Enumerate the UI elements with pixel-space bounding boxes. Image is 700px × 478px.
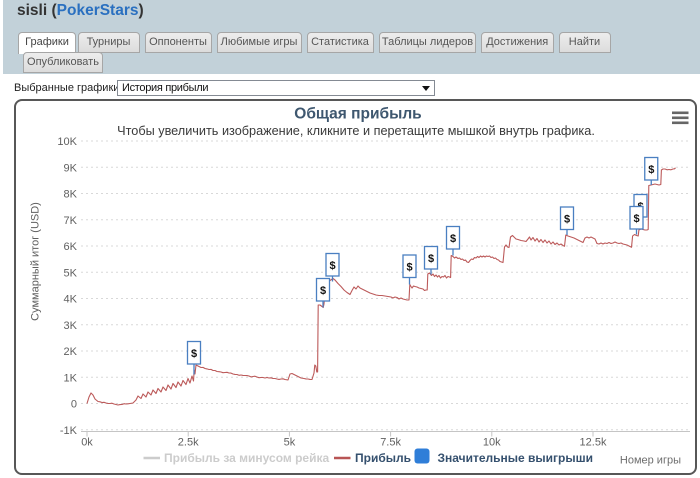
svg-text:$: $ — [648, 164, 654, 176]
svg-text:0k: 0k — [81, 436, 93, 448]
svg-text:10K: 10K — [57, 136, 77, 148]
svg-text:7.5k: 7.5k — [380, 436, 401, 448]
svg-text:$: $ — [329, 260, 335, 272]
svg-text:Суммарный итог (USD): Суммарный итог (USD) — [30, 202, 42, 321]
svg-text:$: $ — [450, 233, 456, 245]
svg-text:12.5k: 12.5k — [580, 436, 607, 448]
svg-text:9K: 9K — [64, 162, 78, 174]
svg-text:2K: 2K — [64, 346, 78, 358]
svg-text:Номер игры: Номер игры — [620, 454, 681, 466]
svg-text:8K: 8K — [64, 188, 78, 200]
svg-text:5k: 5k — [284, 436, 296, 448]
svg-text:7K: 7K — [64, 214, 78, 226]
svg-text:$: $ — [320, 285, 326, 297]
svg-text:0: 0 — [71, 398, 77, 410]
svg-text:10k: 10k — [483, 436, 501, 448]
svg-text:$: $ — [428, 253, 434, 265]
svg-text:4K: 4K — [64, 293, 78, 305]
svg-text:$: $ — [191, 348, 197, 360]
svg-text:$: $ — [564, 213, 570, 225]
svg-text:-1K: -1K — [60, 424, 78, 436]
svg-text:$: $ — [406, 261, 412, 273]
svg-text:3K: 3K — [64, 319, 78, 331]
svg-text:Прибыль за минусом рейка: Прибыль за минусом рейка — [164, 451, 329, 465]
svg-text:5K: 5K — [64, 267, 78, 279]
svg-text:Значительные выигрыши: Значительные выигрыши — [438, 451, 594, 465]
svg-text:$: $ — [633, 213, 639, 225]
svg-text:Прибыль: Прибыль — [355, 451, 411, 465]
svg-text:2.5k: 2.5k — [178, 436, 199, 448]
svg-text:1K: 1K — [64, 372, 78, 384]
svg-text:Чтобы увеличить изображение, к: Чтобы увеличить изображение, кликните и … — [117, 124, 595, 138]
svg-text:6K: 6K — [64, 241, 78, 253]
svg-text:Общая прибыль: Общая прибыль — [294, 105, 421, 122]
